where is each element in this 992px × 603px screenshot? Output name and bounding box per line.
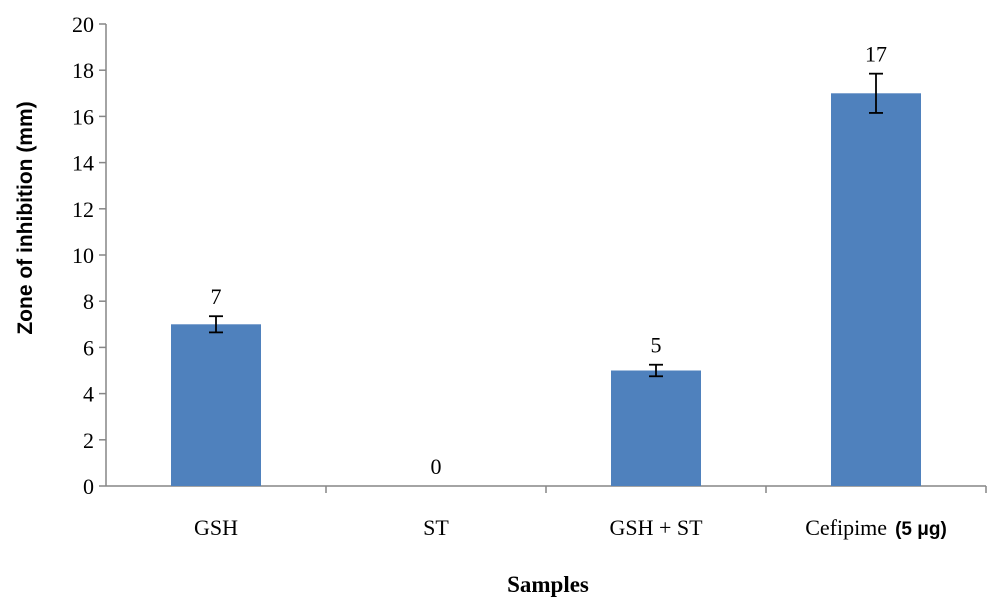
x-axis <box>106 485 987 493</box>
category-name: Cefipime <box>805 515 887 540</box>
y-tick-label: 20 <box>72 12 94 37</box>
y-tick-label: 8 <box>83 289 94 314</box>
data-labels: 7 0 5 17 <box>211 42 888 479</box>
x-tick-label: GSH <box>194 515 238 540</box>
y-axis: 0 2 4 6 8 10 12 14 16 18 20 <box>72 12 107 499</box>
x-tick-label: Cefipime (5 μg) <box>805 515 947 540</box>
y-tick-label: 2 <box>83 428 94 453</box>
x-tick-label: ST <box>423 515 449 540</box>
bars <box>171 93 921 487</box>
y-tick-label: 0 <box>83 474 94 499</box>
data-label: 7 <box>211 284 222 309</box>
y-tick-label: 6 <box>83 335 94 360</box>
data-label: 5 <box>651 333 662 358</box>
category-name: GSH + ST <box>609 515 703 540</box>
data-label: 0 <box>431 454 442 479</box>
bar <box>171 324 261 486</box>
category-suffix: (5 μg) <box>895 519 947 540</box>
category-name: ST <box>423 515 449 540</box>
bar <box>611 370 701 486</box>
x-axis-title: Samples <box>507 572 589 597</box>
y-tick-label: 12 <box>72 197 94 222</box>
y-tick-label: 10 <box>72 243 94 268</box>
y-tick-label: 14 <box>72 151 94 176</box>
y-tick-label: 4 <box>83 382 94 407</box>
error-bars <box>209 72 883 378</box>
data-label: 17 <box>865 42 887 67</box>
category-labels: GSH ST GSH + ST Cefipime (5 μg) <box>194 515 947 540</box>
category-name: GSH <box>194 515 238 540</box>
x-tick-label: GSH + ST <box>609 515 703 540</box>
bar <box>831 93 921 487</box>
y-tick-label: 16 <box>72 104 94 129</box>
y-tick-label: 18 <box>72 58 94 83</box>
y-axis-title: Zone of inhibition (mm) <box>14 101 37 334</box>
